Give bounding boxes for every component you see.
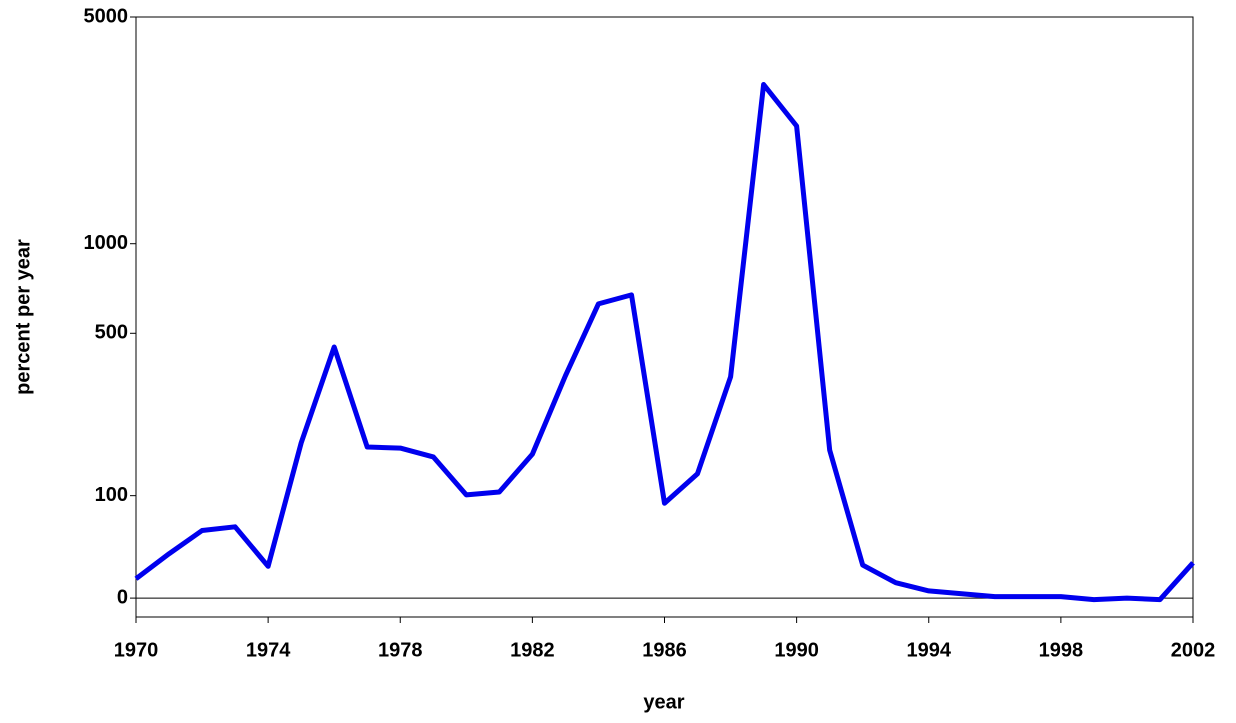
data-line [134, 82, 1195, 603]
x-tick-label: 1978 [378, 639, 423, 661]
x-tick-label: 1970 [114, 639, 159, 661]
y-axis-label: percent per year [12, 239, 34, 395]
x-tick-label: 1974 [246, 639, 291, 661]
y-tick-label: 1000 [84, 232, 129, 254]
x-tick-label: 2002 [1171, 639, 1216, 661]
x-tick-label: 1986 [642, 639, 687, 661]
y-tick-label: 5000 [84, 5, 129, 27]
x-tick-label: 1982 [510, 639, 555, 661]
plot-frame [135, 16, 1194, 618]
x-tick-label: 1998 [1039, 639, 1084, 661]
x-tick-label: 1994 [907, 639, 952, 661]
y-tick-label: 500 [95, 322, 128, 344]
y-tick-label: 100 [95, 484, 128, 506]
x-tick-label: 1990 [774, 639, 819, 661]
y-tick-label: 0 [117, 586, 128, 608]
x-axis-label: year [643, 691, 684, 713]
